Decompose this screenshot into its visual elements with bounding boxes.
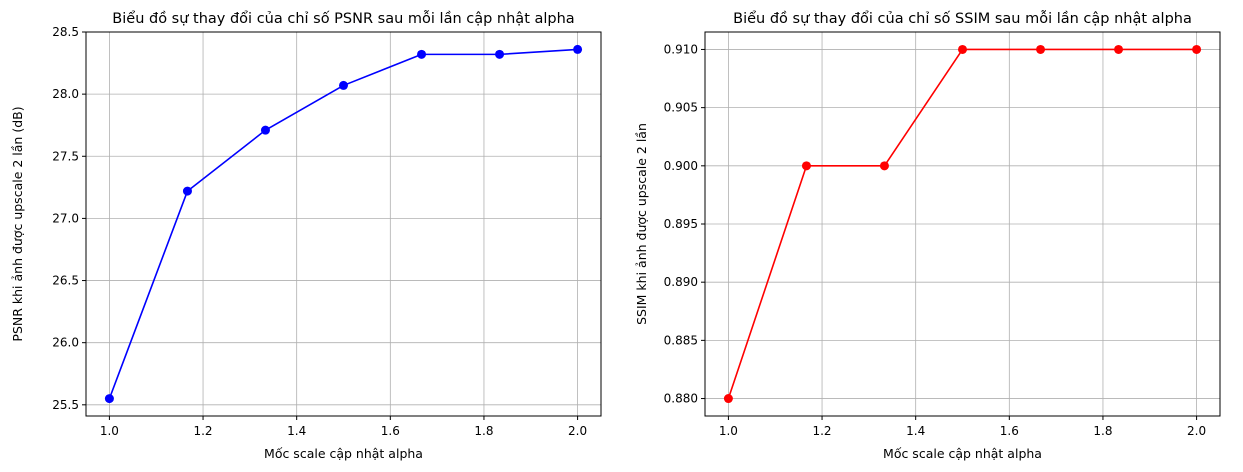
x-axis-label: Mốc scale cập nhật alpha — [264, 446, 423, 461]
x-axis-label: Mốc scale cập nhật alpha — [883, 446, 1042, 461]
x-tick-label: 2.0 — [1187, 424, 1206, 438]
y-axis-label: SSIM khi ảnh được upscale 2 lần — [634, 123, 649, 325]
data-point — [801, 161, 811, 171]
x-tick-label: 1.8 — [1093, 424, 1112, 438]
x-tick-label: 1.4 — [906, 424, 925, 438]
data-point — [958, 44, 967, 54]
x-tick-label: 1.6 — [1000, 424, 1019, 438]
y-tick-label: 26.5 — [52, 274, 79, 288]
data-point — [573, 44, 583, 54]
x-tick-label: 1.0 — [100, 424, 119, 438]
x-tick-label: 1.8 — [474, 424, 493, 438]
y-axis-label: PSNR khi ảnh được upscale 2 lần (dB) — [10, 106, 25, 341]
y-tick-label: 0.885 — [664, 333, 698, 347]
y-tick-label: 27.5 — [52, 149, 79, 163]
y-tick-label: 0.890 — [664, 275, 698, 289]
data-point — [182, 186, 192, 196]
y-tick-label: 27.0 — [52, 211, 79, 225]
x-tick-label: 1.6 — [381, 424, 400, 438]
y-tick-label: 0.880 — [664, 392, 698, 406]
data-point — [723, 394, 733, 404]
x-tick-label: 2.0 — [568, 424, 587, 438]
y-tick-label: 25.5 — [52, 398, 79, 412]
y-tick-label: 0.910 — [664, 42, 698, 56]
data-point — [417, 49, 427, 59]
data-point — [339, 80, 348, 90]
y-tick-label: 0.895 — [664, 217, 698, 231]
data-point — [104, 394, 114, 404]
y-tick-label: 28.0 — [52, 87, 79, 101]
series-line — [108, 48, 578, 399]
data-point — [879, 161, 889, 171]
data-point — [260, 125, 270, 135]
y-tick-label: 0.900 — [664, 159, 698, 173]
data-point — [495, 49, 505, 59]
chart-title: Biểu đồ sự thay đổi của chỉ số PSNR sau … — [112, 10, 574, 27]
x-tick-label: 1.2 — [812, 424, 831, 438]
chart-panel-2: 1.0 1.2 1.4 1.6 1.8 2.0 0.880 0.885 0.890 0.895 0.… — [634, 10, 1221, 461]
data-point — [1192, 44, 1202, 54]
data-point — [1036, 44, 1046, 54]
x-tick-label: 1.2 — [193, 424, 212, 438]
x-tick-label: 1.4 — [287, 424, 306, 438]
y-tick-label: 26.0 — [52, 336, 79, 350]
chart-panel-1: 1.0 1.2 1.4 1.6 1.8 2.0 25.5 26.0 26.5 27.0 27.5 28… — [10, 10, 602, 461]
x-tick-label: 1.0 — [719, 424, 738, 438]
data-point — [1114, 44, 1124, 54]
axes-frame — [85, 31, 602, 417]
y-tick-label: 0.905 — [664, 101, 698, 115]
y-tick-label: 28.5 — [52, 25, 79, 39]
chart-title: Biểu đồ sự thay đổi của chỉ số SSIM sau … — [733, 10, 1192, 27]
